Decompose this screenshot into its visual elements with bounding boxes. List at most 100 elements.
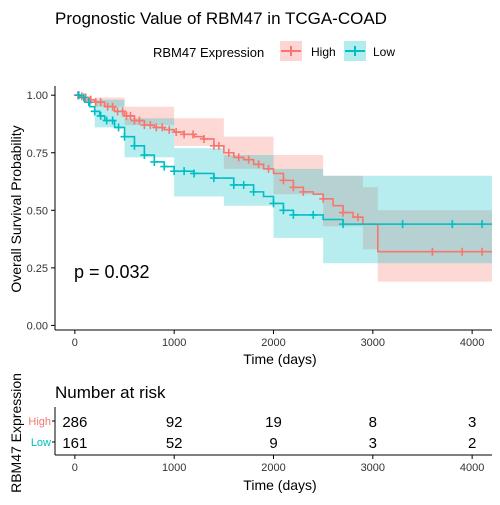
risk-x-axis-label: Time (days)	[243, 477, 316, 493]
censor-mark-high-32	[299, 187, 308, 196]
censor-mark-high-34	[339, 208, 348, 217]
censor-mark-low-9	[130, 141, 139, 150]
censor-mark-high-24	[214, 141, 223, 150]
chart-title: Prognostic Value of RBM47 in TCGA-COAD	[55, 9, 387, 28]
censor-mark-high-27	[244, 155, 253, 164]
risk-row-label-high: High	[28, 416, 51, 428]
censor-mark-high-35	[353, 213, 362, 222]
censor-mark-high-9	[118, 107, 127, 116]
risk-table-axes: 0 1000 2000 3000 4000	[52, 407, 492, 474]
censor-mark-high-37	[458, 247, 467, 256]
censor-mark-high-11	[126, 111, 135, 120]
risk-cell-high-2: 19	[265, 414, 282, 431]
censor-mark-low-14	[180, 167, 189, 176]
risk-table-title: Number at risk	[55, 383, 166, 402]
x-tick-label-2: 2000	[261, 337, 285, 349]
censor-mark-high-21	[189, 130, 198, 139]
censor-mark-low-22	[289, 210, 298, 219]
x-axis-label: Time (days)	[243, 351, 316, 367]
censor-mark-low-27	[478, 220, 487, 229]
censor-mark-high-31	[289, 183, 298, 192]
censor-mark-low-26	[448, 220, 457, 229]
risk-cell-low-3: 3	[369, 435, 377, 452]
risk-cell-low-0: 161	[62, 435, 87, 452]
censor-marks	[73, 91, 487, 256]
risk-x-tick-label-1: 1000	[162, 462, 186, 474]
censor-mark-high-19	[172, 128, 181, 137]
censor-mark-high-29	[264, 164, 273, 173]
y-tick-label-2: 0.50	[27, 205, 48, 217]
legend-label-high: High	[311, 45, 336, 59]
censor-mark-low-11	[150, 157, 159, 166]
censor-mark-low-1	[79, 93, 88, 102]
censor-mark-high-15	[146, 121, 155, 130]
censor-mark-high-25	[224, 148, 233, 157]
censor-mark-high-17	[158, 123, 167, 132]
censor-mark-high-20	[180, 130, 189, 139]
x-tick-label-4: 4000	[460, 337, 484, 349]
censor-mark-low-16	[209, 174, 218, 183]
confidence-bands	[74, 95, 492, 282]
risk-cell-high-0: 286	[62, 414, 87, 431]
risk-table: High 286 92 19 8 3 Low 161 52 9 3 2	[28, 414, 476, 452]
censor-mark-low-4	[96, 111, 105, 120]
censor-mark-low-8	[120, 132, 129, 141]
censor-mark-low-10	[140, 151, 149, 160]
censor-mark-low-19	[249, 187, 258, 196]
legend-item-low: Low	[344, 41, 395, 61]
confidence-band-high	[74, 95, 492, 282]
censor-mark-low-17	[229, 180, 238, 189]
legend-label-low: Low	[373, 45, 395, 59]
risk-x-tick-label-2: 2000	[261, 462, 285, 474]
censor-mark-high-38	[478, 247, 487, 256]
main-axes: 0.00 0.25 0.50 0.75 1.00 0 1000 2000 3000 4000	[27, 86, 492, 349]
censor-mark-low-20	[269, 199, 278, 208]
risk-cell-low-1: 52	[166, 435, 183, 452]
censor-mark-low-15	[190, 169, 199, 178]
y-tick-label-0: 0.00	[27, 320, 48, 332]
legend-title: RBM47 Expression	[153, 45, 264, 60]
censor-mark-high-13	[135, 116, 144, 125]
censor-mark-high-18	[165, 125, 174, 134]
risk-x-tick-label-3: 3000	[361, 462, 385, 474]
censor-mark-high-7	[108, 102, 117, 111]
censor-mark-low-24	[339, 220, 348, 229]
y-tick-label-4: 1.00	[27, 90, 48, 102]
x-tick-label-1: 1000	[162, 337, 186, 349]
censor-mark-high-33	[319, 194, 328, 203]
censor-mark-low-0	[74, 91, 83, 100]
censor-mark-low-23	[309, 210, 318, 219]
risk-cell-high-4: 3	[468, 414, 476, 431]
p-value-annotation: p = 0.032	[74, 262, 150, 282]
legend-censor-high	[286, 46, 296, 56]
risk-cell-low-2: 9	[269, 435, 277, 452]
legend: RBM47 Expression High Low	[153, 41, 395, 61]
censor-mark-high-26	[234, 153, 243, 162]
legend-item-high: High	[280, 41, 336, 61]
censor-mark-low-6	[108, 116, 117, 125]
censor-mark-high-22	[199, 134, 208, 143]
risk-cell-high-1: 92	[166, 414, 183, 431]
x-tick-label-0: 0	[72, 337, 78, 349]
censor-mark-high-5	[96, 98, 105, 107]
risk-x-tick-label-4: 4000	[460, 462, 484, 474]
censor-mark-high-28	[254, 160, 263, 169]
censor-mark-low-3	[90, 107, 99, 116]
y-tick-label-3: 0.75	[27, 148, 48, 160]
risk-x-tick-label-0: 0	[72, 462, 78, 474]
risk-cell-high-3: 8	[369, 414, 377, 431]
x-tick-label-3: 3000	[361, 337, 385, 349]
censor-mark-low-18	[239, 180, 248, 189]
censor-mark-low-25	[398, 220, 407, 229]
risk-cell-low-4: 2	[468, 435, 476, 452]
censor-mark-high-36	[428, 247, 437, 256]
censor-mark-low-13	[170, 167, 179, 176]
censor-mark-low-12	[160, 162, 169, 171]
risk-row-label-low: Low	[31, 437, 51, 449]
censor-mark-low-7	[114, 123, 123, 132]
risk-y-axis-label: RBM47 Expression	[8, 373, 24, 493]
legend-censor-low	[350, 46, 360, 56]
y-tick-label-1: 0.25	[27, 263, 48, 275]
